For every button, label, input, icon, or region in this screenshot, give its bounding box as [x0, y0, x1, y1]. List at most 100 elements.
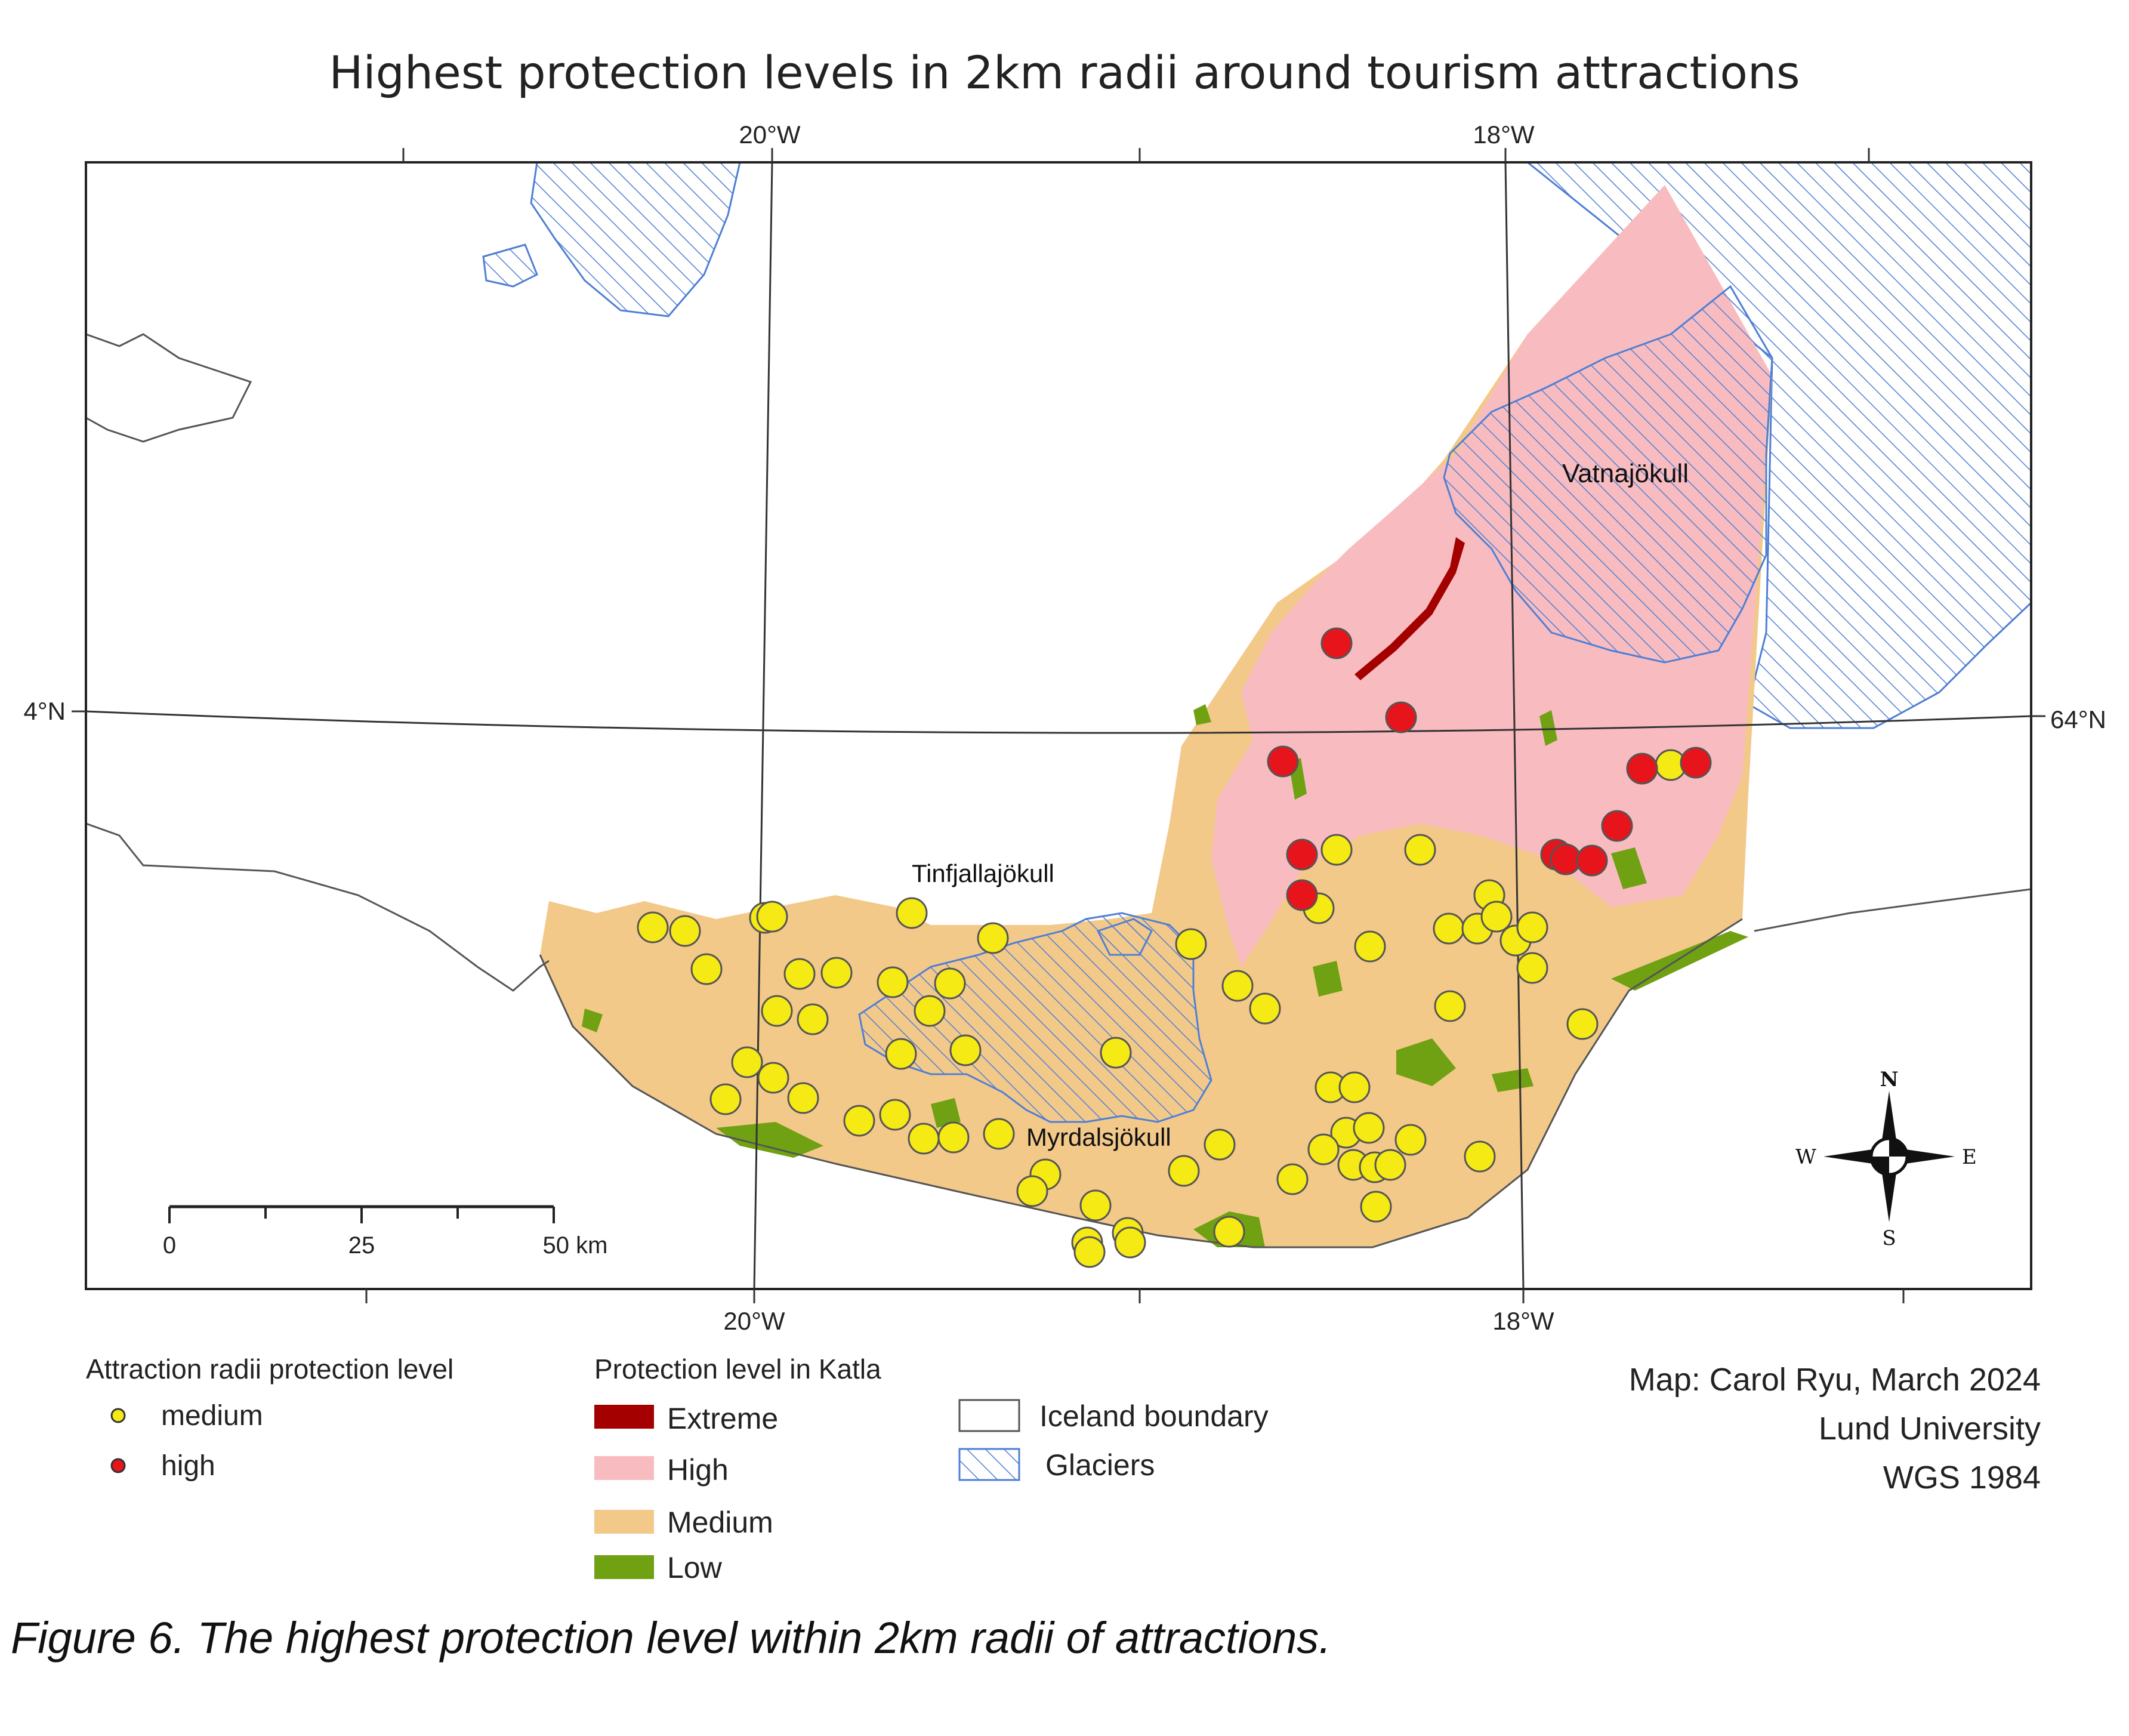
legend-high-zone-label: High	[667, 1453, 729, 1487]
legend-medium-zone-label: Medium	[667, 1506, 773, 1539]
graticule-meridian-20w	[753, 162, 773, 1289]
medium-attraction-point	[983, 1118, 1015, 1150]
medium-attraction-point	[1221, 970, 1254, 1002]
coastline-katla-edge	[539, 918, 1743, 1248]
label-18w-bottom: 18°W	[1492, 1307, 1554, 1335]
legend-medium-swatch	[110, 1408, 126, 1423]
medium-attraction-point	[1100, 1037, 1132, 1069]
medium-attraction-point	[1433, 912, 1465, 945]
figure-caption: Figure 6. The highest protection level w…	[11, 1613, 1331, 1663]
legend-medium-label: medium	[161, 1400, 263, 1432]
map-frame	[86, 162, 2031, 1289]
scale-label-25: 25	[348, 1232, 375, 1259]
medium-attraction-point	[1168, 1155, 1200, 1187]
medium-attraction-point	[1204, 1128, 1236, 1161]
legend-attractions-title: Attraction radii protection level	[86, 1353, 453, 1385]
medium-attraction-point	[1073, 1236, 1106, 1268]
medium-attraction-point	[1249, 992, 1281, 1025]
label-20w-top: 20°W	[739, 121, 801, 149]
label-tinfjallajokull: Tinfjallajökull	[912, 859, 1054, 887]
south-label: S	[1882, 1226, 1896, 1250]
medium-attraction-point	[1338, 1071, 1371, 1103]
legend-glaciers-label: Glaciers	[1045, 1448, 1155, 1482]
high-attraction-point	[1286, 879, 1318, 911]
high-attraction-point	[1601, 810, 1633, 842]
graticule-meridian-18w	[1504, 162, 1525, 1289]
medium-attraction-point	[761, 995, 793, 1027]
legend-boundary-label: Iceland boundary	[1039, 1399, 1269, 1433]
medium-attraction-point	[1079, 1189, 1112, 1222]
high-attraction-point	[1320, 627, 1353, 659]
medium-attraction-point	[1016, 1175, 1048, 1207]
west-label: W	[1795, 1145, 1816, 1169]
medium-attraction-point	[1516, 952, 1548, 984]
legend-high-label: high	[161, 1450, 215, 1482]
medium-attraction-point	[756, 901, 788, 933]
medium-attraction-point	[1516, 911, 1548, 943]
medium-attraction-point	[908, 1123, 940, 1155]
map-border	[85, 161, 2032, 1290]
medium-attraction-point	[669, 915, 701, 947]
credit-projection: WGS 1984	[1883, 1460, 2041, 1496]
medium-attraction-point	[797, 1003, 829, 1035]
medium-attraction-point	[937, 1121, 970, 1154]
medium-attraction-point	[949, 1034, 982, 1066]
medium-attraction-point	[1434, 990, 1466, 1022]
map-title: Highest protection levels in 2km radii a…	[329, 46, 1800, 99]
north-label: N	[1880, 1068, 1898, 1091]
medium-attraction-point	[1394, 1124, 1427, 1156]
medium-attraction-point	[1276, 1163, 1309, 1195]
high-attraction-point	[1286, 838, 1318, 871]
medium-attraction-point	[1353, 1112, 1385, 1144]
legend-low-zone-swatch	[594, 1555, 654, 1579]
high-attraction-point	[1680, 747, 1712, 779]
legend-low-zone-label: Low	[667, 1551, 723, 1584]
glacier-vatnajokull	[1443, 285, 1773, 664]
legend-extreme-swatch	[594, 1405, 654, 1429]
medium-attraction-point	[1360, 1191, 1392, 1223]
glacier-small-1	[482, 243, 538, 288]
coastline-west	[86, 333, 252, 443]
attraction-points	[637, 627, 1712, 1268]
glacier-myrdalsjokull	[858, 912, 1212, 1123]
medium-attraction-point	[637, 911, 669, 943]
medium-attraction-point	[787, 1082, 819, 1114]
medium-attraction-point	[1175, 928, 1207, 960]
katla-extreme-zone	[1354, 537, 1465, 680]
medium-attraction-point	[1307, 1133, 1340, 1165]
medium-attraction-point	[1480, 901, 1513, 933]
medium-attraction-point	[709, 1083, 742, 1115]
label-64n-left: 4°N	[24, 697, 66, 725]
medium-attraction-point	[1566, 1008, 1599, 1040]
medium-attraction-point	[885, 1038, 917, 1070]
graticule-ticks	[72, 148, 2045, 1303]
medium-attraction-point	[896, 897, 928, 929]
legend-boundary-swatch	[958, 1399, 1020, 1432]
medium-attraction-point	[757, 1062, 789, 1094]
north-arrow-icon: N S E W	[1795, 1068, 1977, 1250]
medium-attraction-point	[783, 958, 816, 990]
katla-low-patches	[582, 704, 1748, 1247]
credit-university: Lund University	[1819, 1411, 2041, 1447]
medium-attraction-point	[1464, 1140, 1496, 1173]
scale-label-0: 0	[163, 1232, 176, 1259]
medium-attraction-point	[877, 966, 909, 998]
legend-high-swatch	[110, 1458, 126, 1473]
medium-attraction-point	[731, 1046, 763, 1078]
medium-attraction-point	[1320, 834, 1353, 866]
medium-attraction-point	[690, 953, 723, 985]
legend-glaciers-swatch	[958, 1448, 1020, 1481]
legend-katla-title: Protection level in Katla	[594, 1353, 881, 1385]
legend-high-zone-swatch	[594, 1456, 654, 1480]
high-attraction-point	[1550, 843, 1582, 875]
label-18w-top: 18°W	[1473, 121, 1535, 149]
label-myrdalsjokull: Myrdalsjökull	[1026, 1123, 1171, 1151]
label-64n-right: 64°N	[2050, 705, 2106, 733]
medium-attraction-point	[914, 995, 946, 1027]
legend-other: Iceland boundary Glaciers	[958, 1399, 1269, 1482]
scale-label-50: 50 km	[543, 1232, 608, 1259]
glacier-north-left	[530, 162, 741, 317]
medium-attraction-point	[977, 922, 1009, 954]
high-attraction-point	[1385, 701, 1417, 733]
east-label: E	[1962, 1145, 1977, 1169]
